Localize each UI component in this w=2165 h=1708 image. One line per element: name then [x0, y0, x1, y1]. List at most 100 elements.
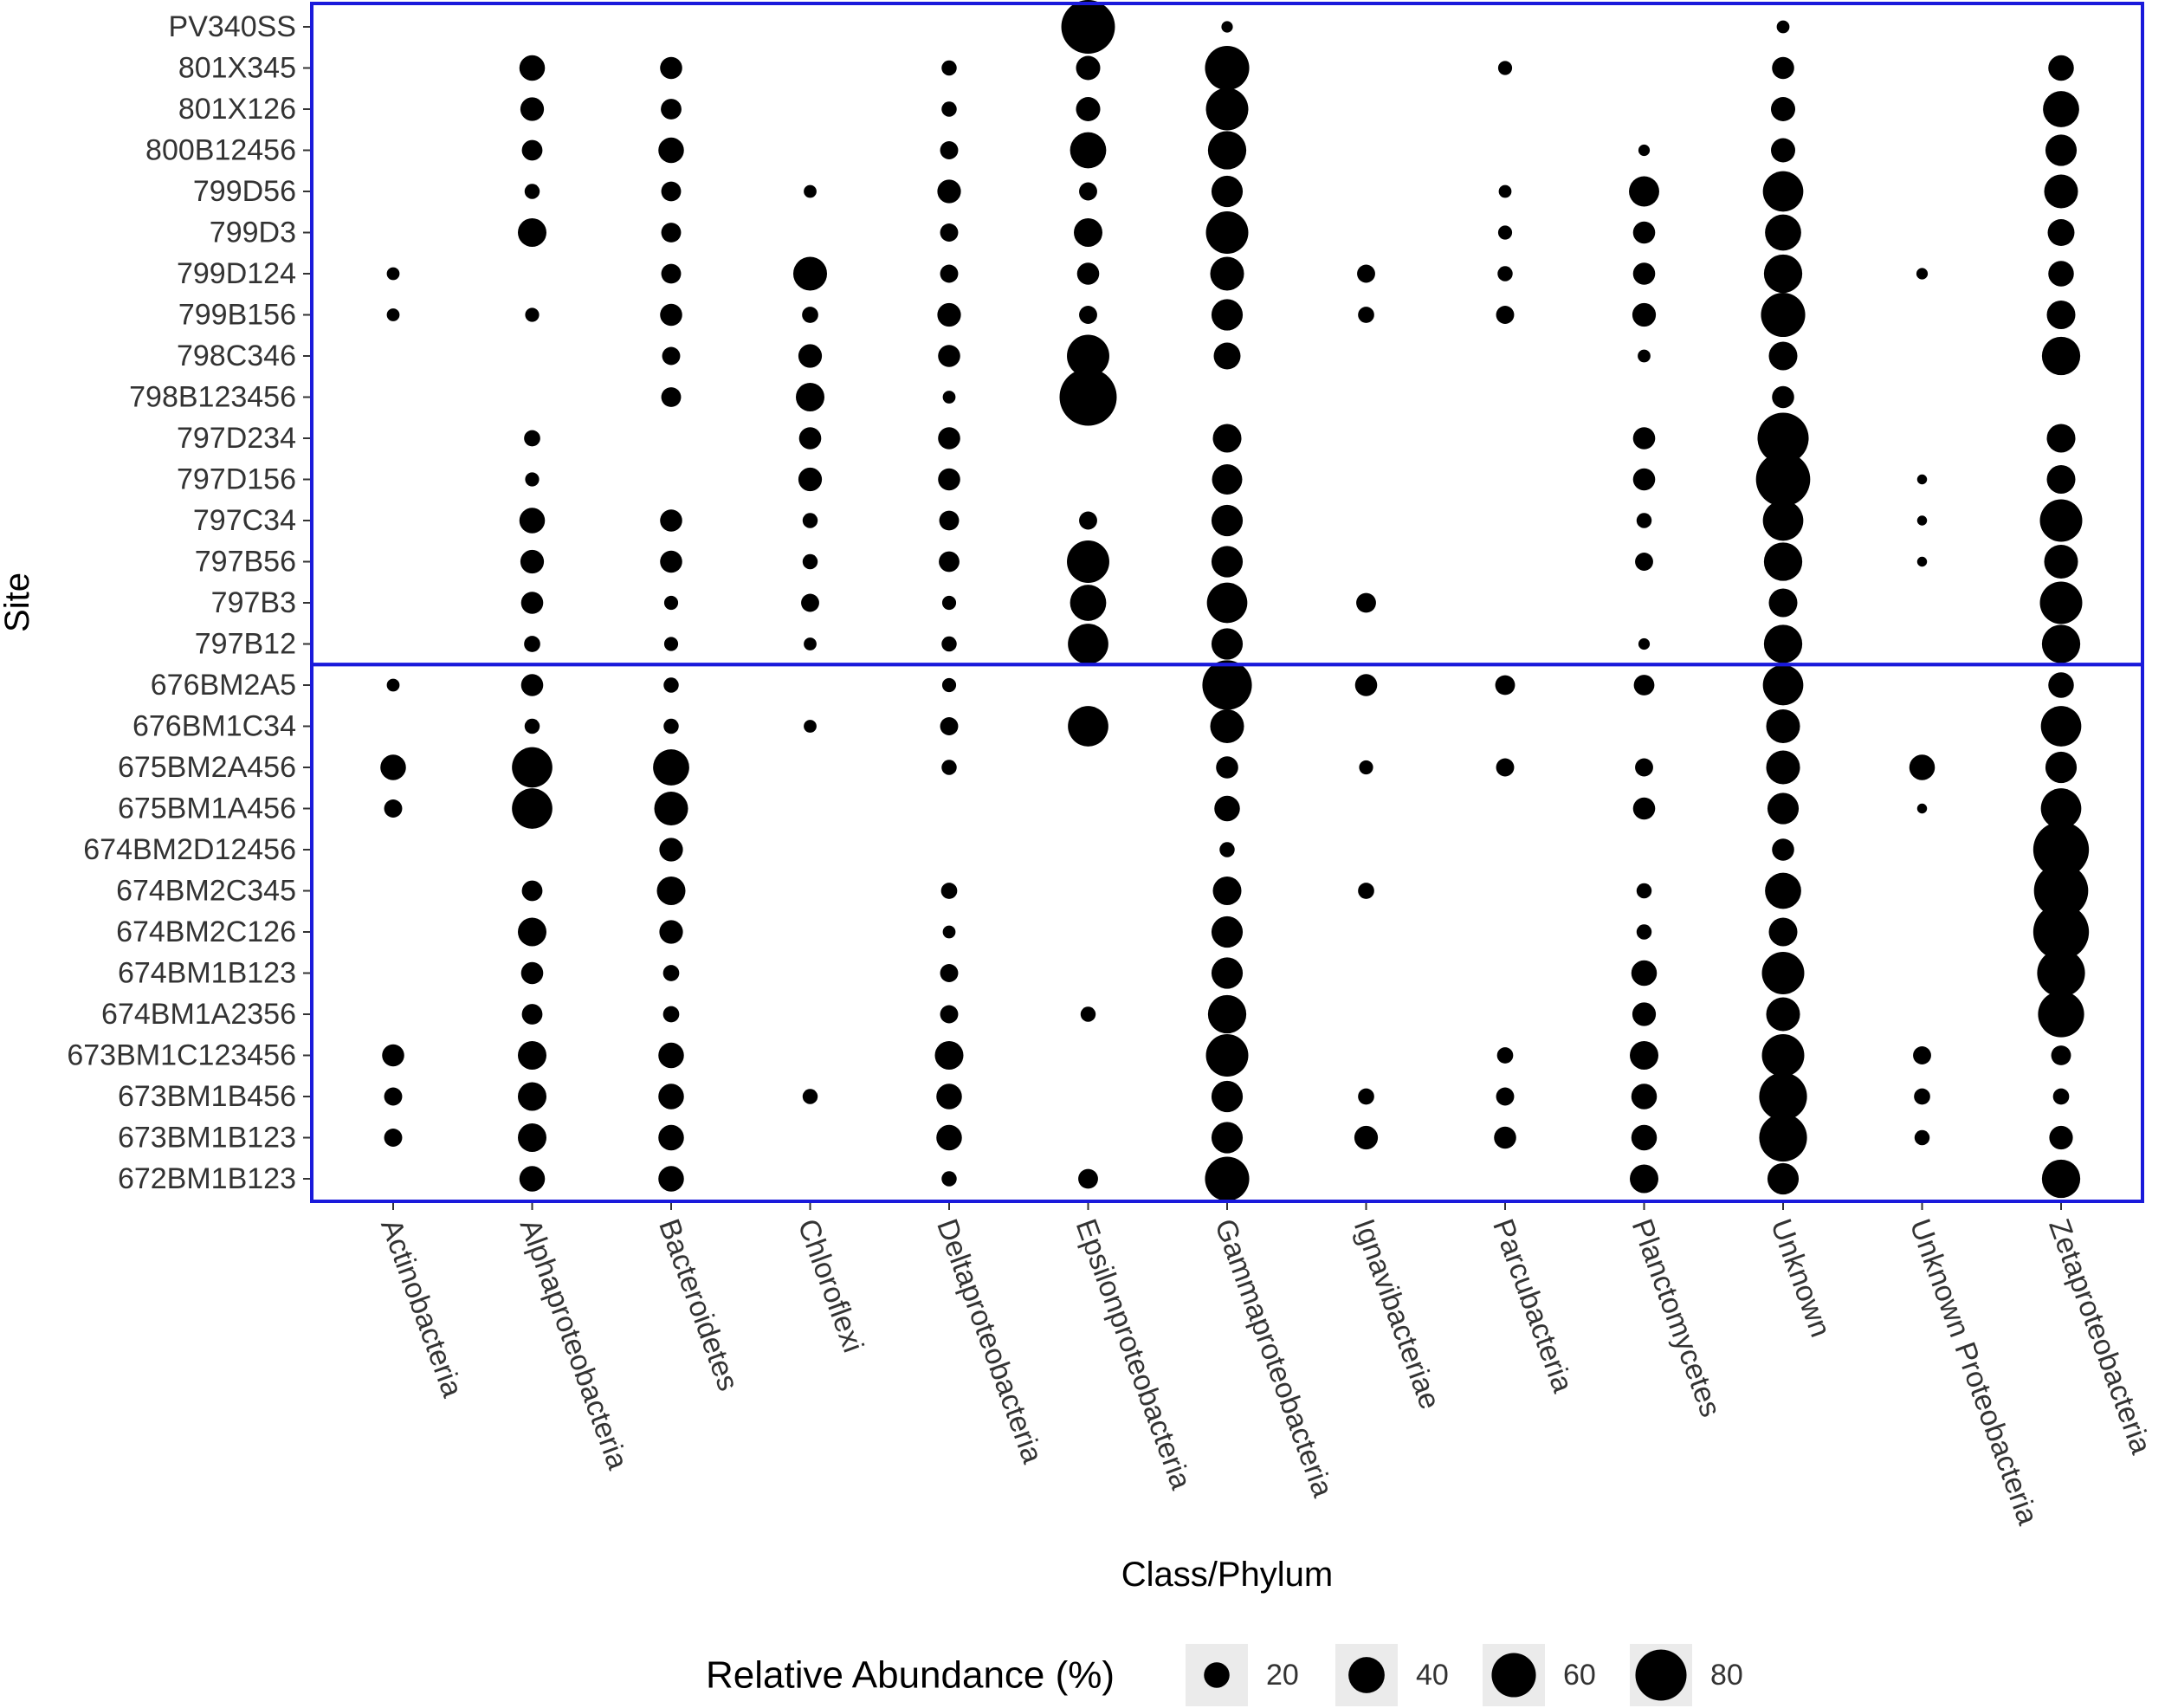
legend-key-60 — [1491, 1653, 1536, 1698]
x-tick-label-planctomycetes: Planctomycetes — [1625, 1215, 1728, 1422]
bubble-point — [1632, 797, 1656, 820]
bubble-point — [1913, 1046, 1931, 1064]
x-tick-label-unknown: Unknown — [1764, 1215, 1837, 1342]
bubble-point — [801, 593, 819, 612]
bubble-point — [2041, 1159, 2081, 1199]
bubble-point — [1079, 306, 1097, 324]
bubble-point — [1221, 21, 1233, 33]
bubble-point — [1632, 221, 1656, 244]
bubble-point — [1214, 795, 1240, 822]
bubble-point — [661, 181, 682, 202]
bubble-point — [1070, 585, 1107, 621]
y-tick-label-pv340ss: PV340SS — [169, 10, 296, 43]
bubble-point — [2040, 706, 2082, 747]
bubble-point — [1212, 464, 1243, 495]
bubble-point — [1213, 342, 1241, 370]
legend-key-80 — [1635, 1649, 1687, 1701]
x-tick-label-chloroflexi: Chloroflexi — [792, 1215, 870, 1357]
bubble-point — [380, 754, 406, 780]
bubble-point — [1766, 708, 1800, 744]
bubble-point — [386, 678, 400, 692]
bubble-point — [1776, 20, 1790, 34]
bubble-point — [1638, 637, 1651, 650]
bubble-point — [660, 550, 682, 573]
y-tick-label-673bm1b123: 673BM1B123 — [118, 1122, 296, 1155]
bubble-point — [941, 60, 957, 76]
bubble-point — [1359, 760, 1373, 775]
bubble-point — [662, 346, 681, 366]
bubble-point — [798, 467, 823, 492]
bubble-point — [2033, 903, 2090, 961]
bubble-point — [524, 718, 540, 734]
y-tick-label-672bm1b123: 672BM1B123 — [118, 1162, 296, 1195]
bubble-point — [660, 56, 682, 80]
bubble-point — [934, 1041, 964, 1070]
y-axis-title: Site — [0, 573, 36, 632]
bubble-point — [1495, 675, 1516, 695]
bubble-point — [1211, 628, 1244, 660]
bubble-point — [1632, 1002, 1657, 1026]
bubble-point — [1219, 842, 1235, 857]
bubble-point — [525, 472, 540, 487]
bubble-point — [518, 1082, 546, 1111]
bubble-point — [518, 1123, 546, 1152]
bubble-point — [1632, 302, 1657, 327]
bubble-point — [661, 263, 682, 284]
highlight-box-2 — [310, 663, 2144, 1203]
bubble-point — [1211, 299, 1244, 331]
legend-title: Relative Abundance (%) — [706, 1654, 1115, 1697]
bubble-point — [1202, 660, 1252, 710]
bubble-point — [1076, 97, 1101, 121]
bubble-point — [520, 592, 544, 614]
bubble-point — [1211, 1122, 1244, 1154]
bubble-point — [942, 925, 956, 939]
bubble-point — [1205, 1156, 1250, 1201]
bubble-point — [1205, 211, 1249, 254]
bubble-point — [1068, 624, 1108, 664]
bubble-point — [382, 1044, 404, 1067]
y-tick-label-799b156: 799B156 — [178, 299, 296, 332]
bubble-point — [524, 636, 540, 652]
bubble-point — [1635, 758, 1653, 777]
bubble-point — [936, 1124, 962, 1151]
bubble-point — [1497, 225, 1513, 240]
bubble-point — [1078, 1168, 1098, 1189]
bubble-point — [1210, 256, 1244, 291]
bubble-point — [519, 1166, 546, 1192]
bubble-point — [1771, 138, 1795, 163]
bubble-point — [941, 636, 957, 652]
bubble-point — [802, 307, 818, 323]
bubble-point — [1216, 756, 1238, 779]
bubble-point — [661, 223, 682, 243]
bubble-point — [1632, 427, 1656, 450]
bubble-point — [519, 55, 546, 81]
bubble-point — [2037, 948, 2085, 998]
x-tick-label-bacteroidetes: Bacteroidetes — [652, 1215, 745, 1395]
bubble-point — [521, 139, 543, 161]
bubble-point — [2041, 624, 2081, 663]
bubble-point — [384, 799, 403, 818]
bubble-point — [1916, 803, 1928, 814]
bubble-point — [525, 307, 540, 322]
bubble-point — [663, 677, 679, 693]
bubble-point — [1205, 87, 1249, 131]
bubble-point — [1630, 1164, 1658, 1194]
x-tick-label-actinobacteria: Actinobacteria — [374, 1215, 469, 1402]
y-tick-label-797b12: 797B12 — [195, 628, 296, 661]
bubble-point — [1762, 664, 1804, 706]
bubble-point — [1765, 872, 1801, 909]
bubble-point — [656, 877, 686, 905]
bubble-point — [1755, 452, 1811, 507]
bubble-point — [1916, 474, 1928, 485]
y-tick-label-674bm2d12456: 674BM2D12456 — [83, 833, 296, 866]
bubble-point — [1496, 1047, 1514, 1064]
bubble-point — [2051, 1045, 2071, 1065]
bubble-point — [659, 838, 683, 862]
x-tick-label-unknown-proteobacteria: Unknown Proteobacteria — [1903, 1215, 2045, 1530]
bubble-point — [940, 883, 958, 899]
bubble-point — [653, 749, 689, 786]
bubble-point — [662, 965, 680, 981]
bubble-point — [1629, 176, 1659, 207]
y-tick-label-675bm1a456: 675BM1A456 — [118, 793, 296, 825]
bubble-point — [2040, 788, 2082, 829]
